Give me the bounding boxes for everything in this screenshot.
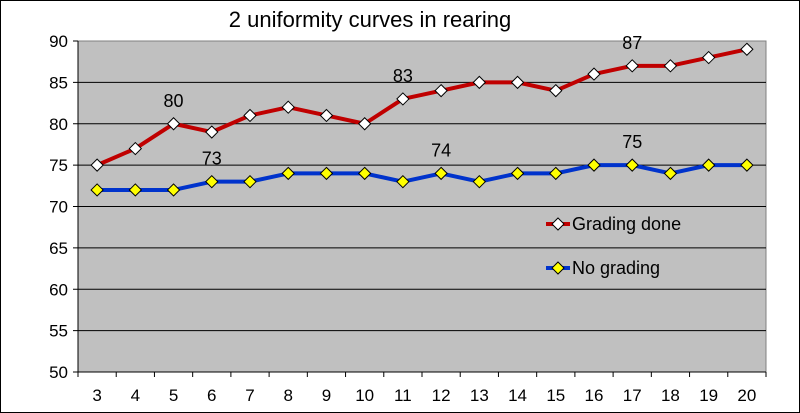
x-tick-label: 18 xyxy=(661,386,680,405)
data-point xyxy=(166,117,181,131)
x-tick-label: 14 xyxy=(508,386,527,405)
data-point xyxy=(243,174,257,189)
data-point xyxy=(701,50,716,65)
data-point xyxy=(205,125,219,139)
data-point xyxy=(740,158,754,172)
y-tick-label: 60 xyxy=(49,280,68,299)
data-label: 83 xyxy=(393,66,413,86)
data-point xyxy=(510,166,525,181)
y-tick-label: 90 xyxy=(49,32,68,51)
x-tick-label: 19 xyxy=(699,386,718,405)
x-tick-label: 12 xyxy=(432,386,451,405)
x-tick-label: 15 xyxy=(546,386,565,405)
plot-area: 50 55 60 65 70 75 80 85 90 3 4 5 6 7 8 9 10 11 12 13 14 15 16 1… xyxy=(49,32,767,405)
data-point xyxy=(90,158,104,172)
data-point xyxy=(281,166,295,181)
data-point xyxy=(205,174,219,189)
data-label: 73 xyxy=(202,149,222,169)
x-tick-label: 16 xyxy=(585,386,604,405)
y-tick-label: 70 xyxy=(49,198,68,217)
data-point xyxy=(243,108,257,123)
x-tick-label: 11 xyxy=(394,386,412,405)
data-point xyxy=(434,166,448,181)
data-point xyxy=(549,83,563,98)
x-tick-label: 17 xyxy=(623,386,642,405)
y-tick-label: 65 xyxy=(49,239,68,258)
data-point xyxy=(701,158,716,172)
x-tick-label: 3 xyxy=(92,386,101,405)
data-point xyxy=(281,100,295,114)
y-tick-label: 80 xyxy=(49,115,68,134)
data-point xyxy=(472,174,487,189)
data-label: 87 xyxy=(622,33,642,53)
x-tick-label: 20 xyxy=(737,386,756,405)
data-point xyxy=(472,75,487,90)
x-tick-label: 4 xyxy=(131,386,140,405)
data-point xyxy=(587,67,601,81)
data-point xyxy=(319,166,334,181)
legend-marker xyxy=(551,261,565,275)
data-point xyxy=(625,158,639,172)
x-tick-label: 13 xyxy=(470,386,489,405)
y-tick-label: 85 xyxy=(49,73,68,92)
data-point xyxy=(396,174,410,189)
data-point xyxy=(663,166,678,181)
y-tick-label: 75 xyxy=(49,156,68,175)
legend-marker xyxy=(551,217,565,231)
data-label: 75 xyxy=(622,132,642,152)
x-tick-label: 6 xyxy=(207,386,216,405)
data-point xyxy=(90,183,104,197)
x-tick-label: 10 xyxy=(355,386,374,405)
chart-title: 2 uniformity curves in rearing xyxy=(229,7,511,32)
data-point xyxy=(625,59,639,73)
x-tick-label: 9 xyxy=(322,386,331,405)
y-tick-label: 55 xyxy=(49,322,68,341)
data-point xyxy=(740,42,754,56)
data-point xyxy=(510,75,525,90)
series-line-2 xyxy=(97,163,747,192)
legend-label: Grading done xyxy=(572,214,681,234)
x-tick-label: 7 xyxy=(245,386,254,405)
legend-label: No grading xyxy=(572,258,660,278)
data-point xyxy=(663,59,678,73)
data-label: 74 xyxy=(431,140,451,160)
data-point xyxy=(587,158,601,172)
x-tick-label: 5 xyxy=(169,386,178,405)
data-point xyxy=(357,117,372,131)
data-point xyxy=(319,108,334,123)
x-tick-label: 8 xyxy=(283,386,292,405)
data-label: 80 xyxy=(164,91,184,111)
data-point xyxy=(166,183,181,197)
y-tick-label: 50 xyxy=(49,363,68,382)
data-point xyxy=(549,166,563,181)
data-point xyxy=(434,83,448,98)
data-point xyxy=(128,141,143,156)
data-point xyxy=(396,92,410,106)
data-point xyxy=(128,183,143,197)
data-point xyxy=(357,166,372,181)
